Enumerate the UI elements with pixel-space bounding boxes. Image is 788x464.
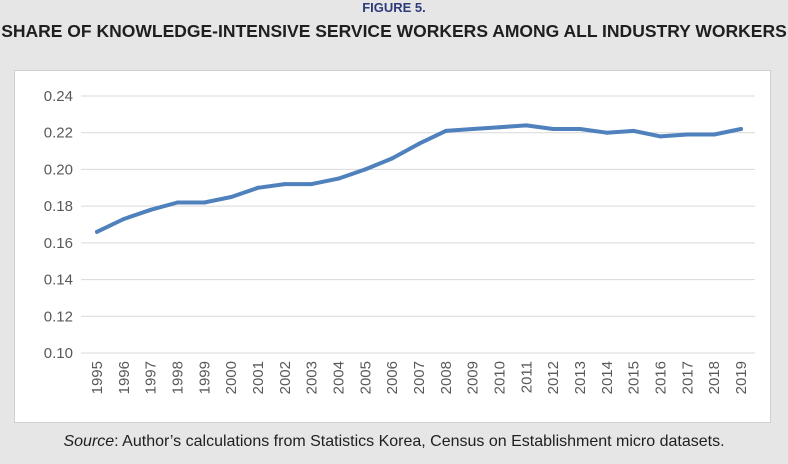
chart-title: SHARE OF KNOWLEDGE-INTENSIVE SERVICE WOR… bbox=[1, 21, 787, 41]
x-tick-label: 2003 bbox=[304, 361, 321, 394]
x-tick-label: 2001 bbox=[250, 361, 267, 394]
y-tick-label: 0.16 bbox=[44, 235, 73, 252]
data-point-2013 bbox=[578, 127, 582, 132]
x-tick-label: 2013 bbox=[572, 361, 589, 394]
x-tick-label: 2015 bbox=[626, 361, 643, 394]
y-tick-label: 0.18 bbox=[44, 198, 73, 215]
data-point-1997 bbox=[148, 207, 153, 212]
data-point-2012 bbox=[551, 127, 556, 132]
x-tick-label: 2000 bbox=[223, 361, 240, 394]
x-tick-label: 2019 bbox=[733, 361, 750, 394]
x-tick-label: 2002 bbox=[277, 361, 294, 394]
data-point-2018 bbox=[712, 132, 717, 137]
source-prefix: Source bbox=[63, 433, 115, 450]
y-tick-label: 0.20 bbox=[44, 161, 73, 178]
y-tick-label: 0.12 bbox=[44, 308, 73, 325]
x-tick-label: 2016 bbox=[653, 361, 670, 394]
x-tick-label: 1999 bbox=[196, 361, 213, 394]
x-tick-label: 2017 bbox=[679, 361, 696, 394]
x-tick-label: 1996 bbox=[116, 361, 133, 394]
data-point-1996 bbox=[121, 216, 126, 221]
source-note: Source: Author’s calculations from Stati… bbox=[0, 431, 788, 453]
data-point-2000 bbox=[229, 194, 234, 199]
data-point-2005 bbox=[363, 167, 368, 172]
data-point-2016 bbox=[658, 134, 663, 139]
data-point-1999 bbox=[202, 200, 207, 205]
x-tick-label: 1998 bbox=[170, 361, 187, 394]
chart-area: 0.10 0.12 0.14 0.16 0.18 0.20 0.22 0.24 1995 1996… bbox=[14, 70, 771, 423]
x-tick-label: 2004 bbox=[331, 361, 348, 394]
data-point-2003 bbox=[309, 182, 314, 187]
data-point-2011 bbox=[524, 123, 529, 128]
x-tick-label: 2011 bbox=[518, 361, 535, 393]
y-tick-label: 0.24 bbox=[44, 88, 73, 105]
data-point-2008 bbox=[443, 128, 448, 133]
data-point-2007 bbox=[417, 141, 421, 146]
data-point-2009 bbox=[470, 127, 475, 132]
source-text: : Author’s calculations from Statistics … bbox=[114, 433, 725, 450]
line-chart: 0.10 0.12 0.14 0.16 0.18 0.20 0.22 0.24 1995 1996… bbox=[44, 88, 755, 394]
figure-label: FIGURE 5. bbox=[362, 0, 426, 15]
data-point-2006 bbox=[390, 156, 395, 161]
data-point-2010 bbox=[497, 125, 502, 130]
x-tick-label: 2008 bbox=[438, 361, 455, 394]
data-point-2002 bbox=[282, 182, 287, 187]
x-tick-label: 1997 bbox=[143, 361, 160, 394]
x-tick-label: 2005 bbox=[357, 361, 374, 394]
data-point-2001 bbox=[256, 185, 260, 190]
data-point-2019 bbox=[739, 127, 743, 132]
y-tick-label: 0.14 bbox=[44, 272, 73, 289]
x-tick-label: 2006 bbox=[384, 361, 401, 394]
x-tick-label: 1995 bbox=[89, 361, 106, 394]
x-tick-label: 2009 bbox=[465, 361, 482, 394]
data-point-2004 bbox=[336, 176, 341, 181]
y-tick-label: 0.22 bbox=[44, 125, 73, 142]
data-point-1998 bbox=[175, 200, 180, 205]
data-point-2017 bbox=[685, 132, 690, 137]
x-tick-label: 2018 bbox=[706, 361, 723, 394]
data-point-2015 bbox=[631, 128, 636, 133]
data-point-1995 bbox=[95, 229, 99, 234]
series-line bbox=[95, 123, 743, 234]
x-tick-label: 2010 bbox=[492, 361, 509, 394]
x-tick-label: 2007 bbox=[411, 361, 428, 394]
y-tick-label: 0.10 bbox=[44, 345, 73, 362]
x-tick-label: 2012 bbox=[545, 361, 562, 394]
x-tick-label: 2014 bbox=[599, 361, 616, 394]
data-point-2014 bbox=[604, 130, 609, 135]
